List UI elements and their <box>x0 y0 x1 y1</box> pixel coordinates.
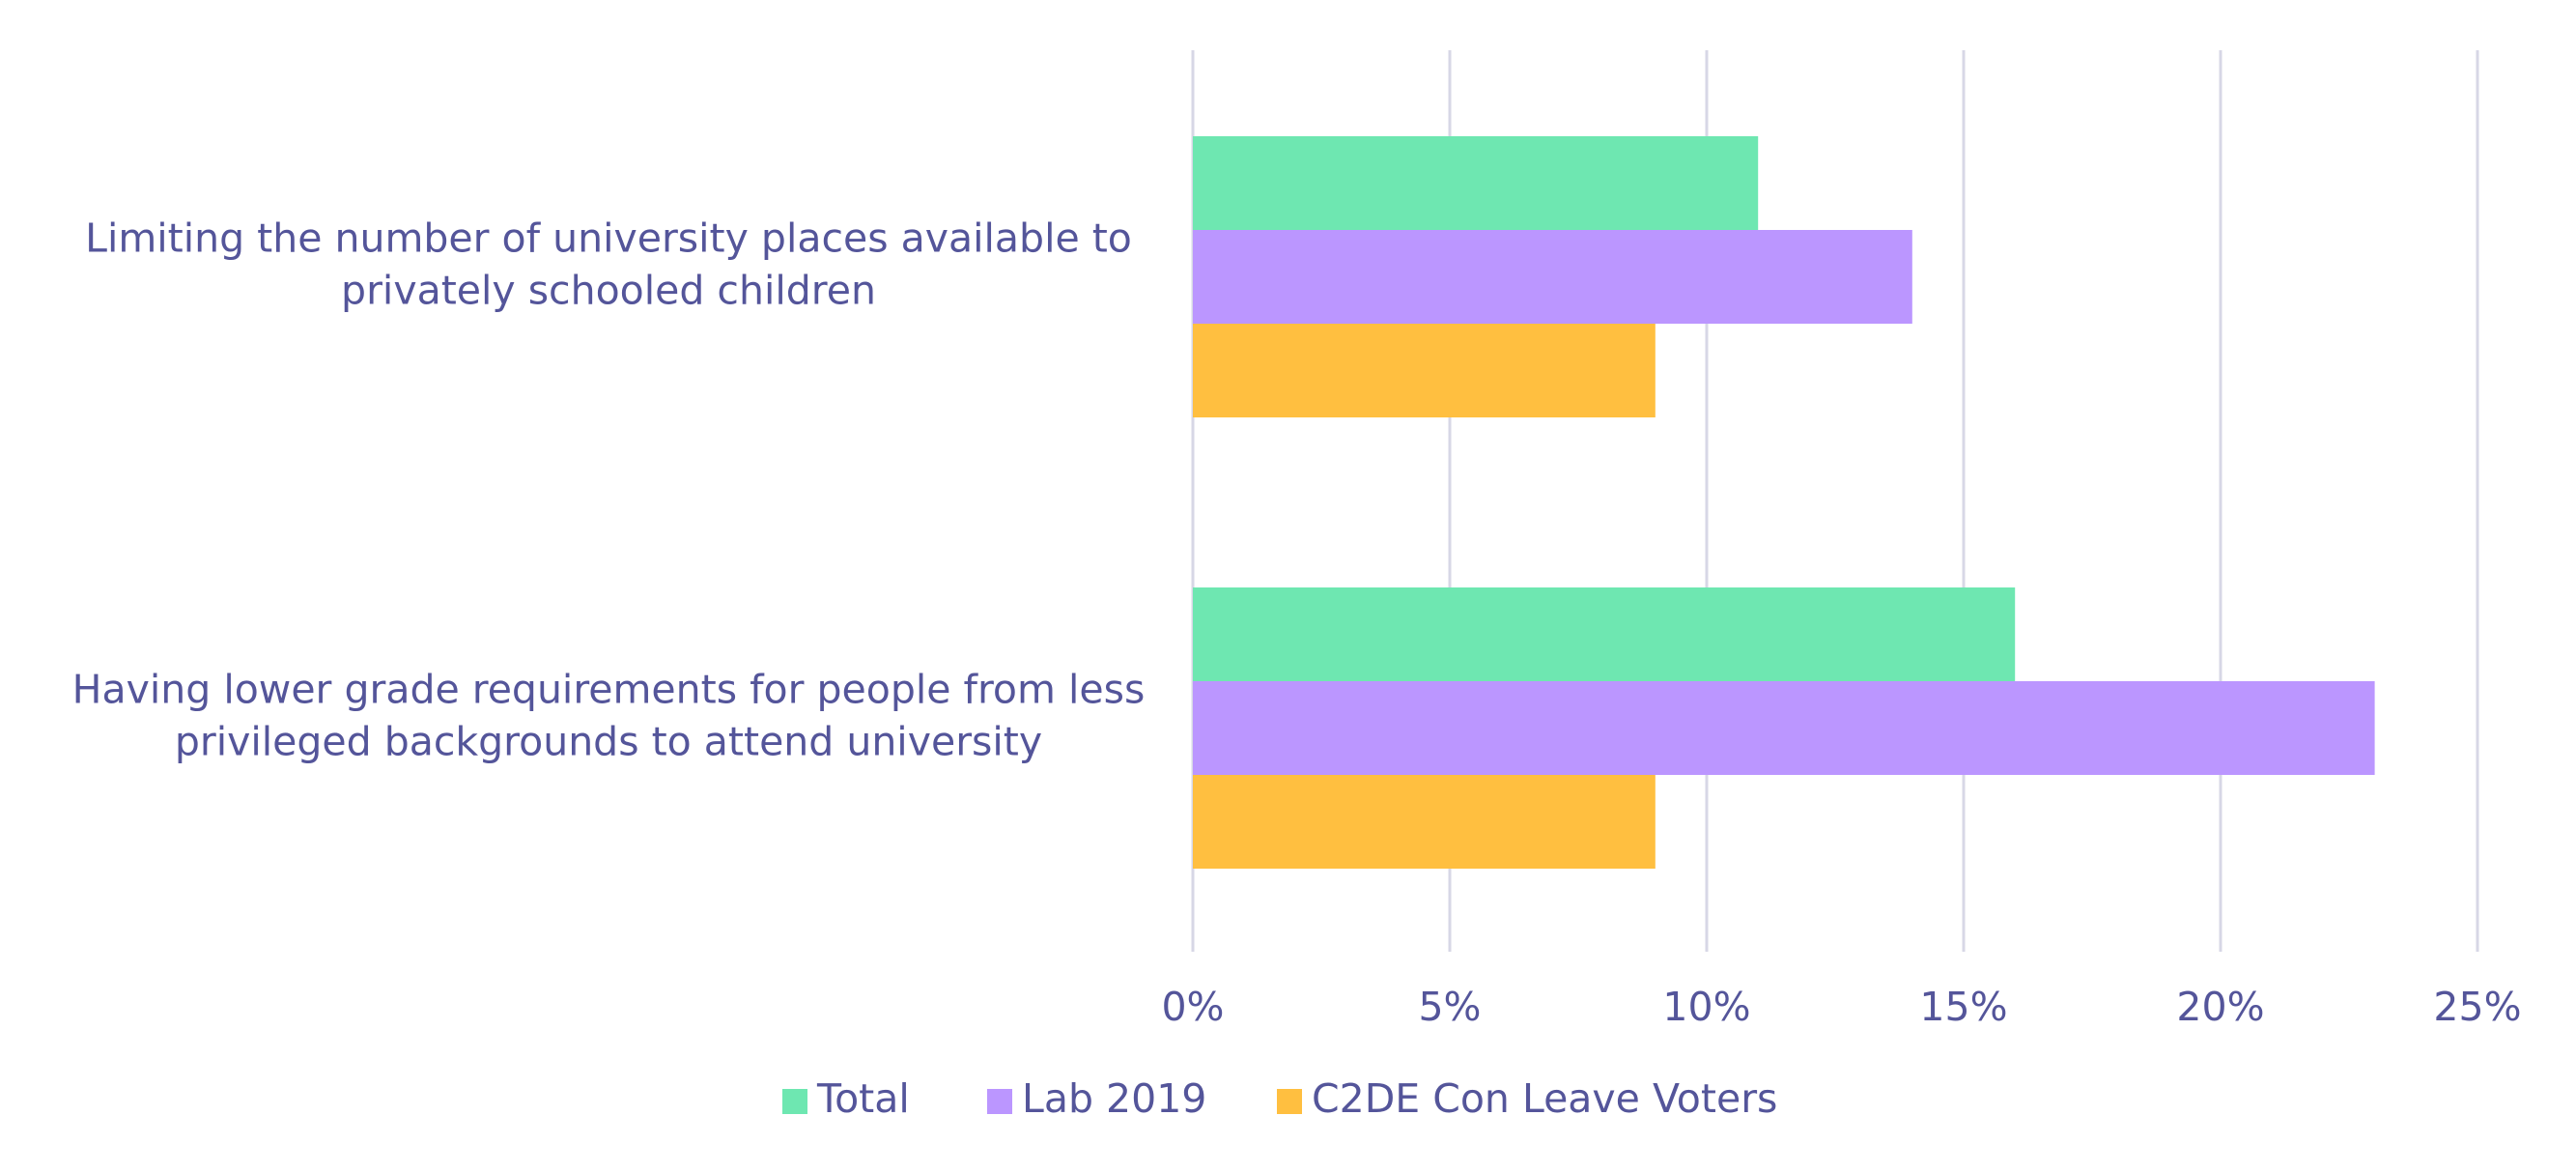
category-labels: Limiting the number of university places… <box>72 215 1146 765</box>
legend-label-total: Total <box>816 1075 910 1122</box>
x-tick-label-20pct: 20% <box>2176 984 2264 1030</box>
bar-total-category-2 <box>1193 587 2016 681</box>
legend-swatch-c2de-con-leave-voters <box>1277 1089 1302 1114</box>
bar-lab-2019-category-1 <box>1193 230 1912 324</box>
legend: Total Lab 2019 C2DE Con Leave Voters <box>782 1075 1777 1122</box>
x-axis-tick-labels: 0% 5% 10% 15% 20% 25% <box>1161 984 2521 1030</box>
x-tick-label-0pct: 0% <box>1161 984 1224 1030</box>
x-tick-label-15pct: 15% <box>1919 984 2007 1030</box>
legend-swatch-total <box>782 1089 807 1114</box>
category-label-2-line-2: privileged backgrounds to attend univers… <box>175 719 1042 765</box>
x-tick-label-25pct: 25% <box>2433 984 2521 1030</box>
legend-label-c2de-con-leave-voters: C2DE Con Leave Voters <box>1312 1075 1777 1122</box>
bar-c2de-con-leave-voters-category-1 <box>1193 324 1656 417</box>
category-label-1-line-2: privately schooled children <box>341 268 876 314</box>
category-label-1-line-1: Limiting the number of university places… <box>85 215 1132 262</box>
legend-swatch-lab-2019 <box>987 1089 1012 1114</box>
bar-lab-2019-category-2 <box>1193 681 2375 775</box>
x-tick-label-10pct: 10% <box>1662 984 1750 1030</box>
bar-c2de-con-leave-voters-category-2 <box>1193 775 1656 869</box>
category-label-2-line-1: Having lower grade requirements for peop… <box>72 667 1146 713</box>
bar-total-category-1 <box>1193 136 1759 230</box>
bars <box>1193 136 2375 869</box>
x-tick-label-5pct: 5% <box>1418 984 1481 1030</box>
legend-label-lab-2019: Lab 2019 <box>1022 1075 1206 1122</box>
